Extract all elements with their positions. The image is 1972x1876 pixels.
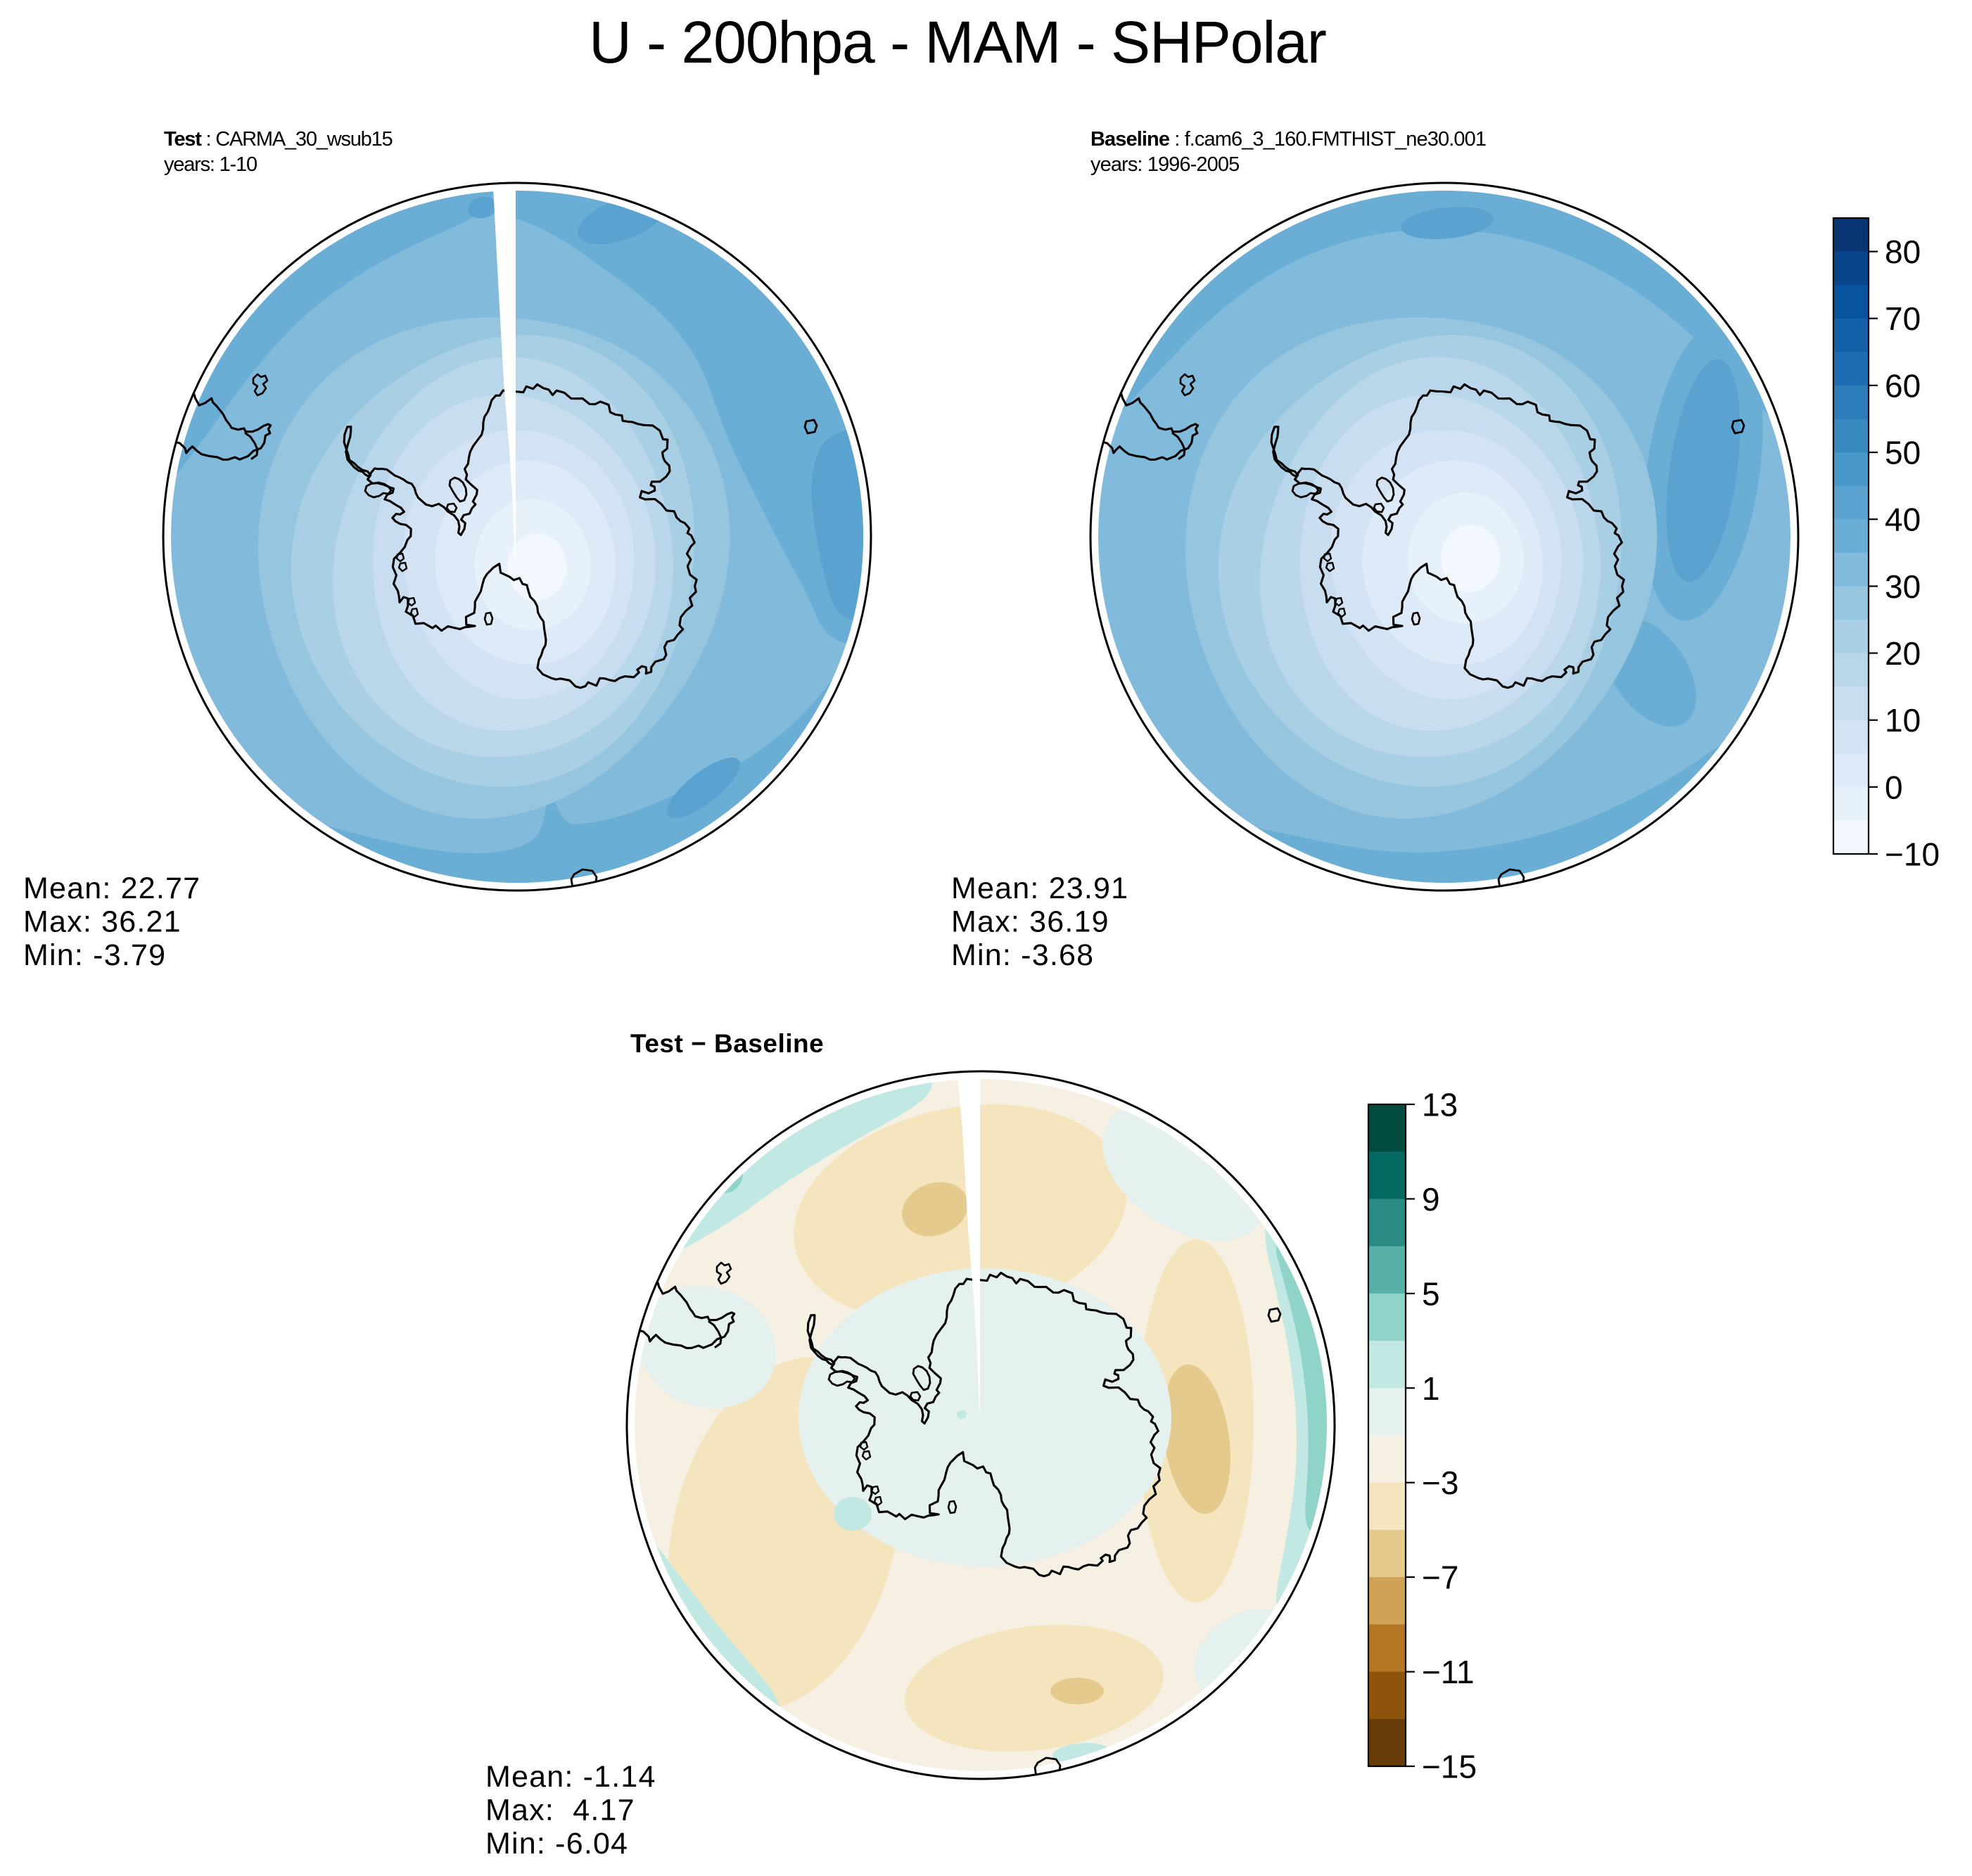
svg-text:−10: −10 bbox=[1885, 836, 1940, 873]
svg-text:years: 1996-2005: years: 1996-2005 bbox=[1090, 153, 1239, 176]
svg-text:20: 20 bbox=[1885, 635, 1921, 672]
svg-text:years: 1-10: years: 1-10 bbox=[164, 153, 257, 176]
svg-text:80: 80 bbox=[1885, 234, 1921, 270]
svg-text:Min: -6.04: Min: -6.04 bbox=[485, 1827, 628, 1861]
svg-text:−3: −3 bbox=[1422, 1465, 1458, 1501]
svg-text:Max: 36.19: Max: 36.19 bbox=[951, 905, 1109, 939]
svg-text:Mean: 23.91: Mean: 23.91 bbox=[951, 872, 1128, 905]
svg-text:Mean: 22.77: Mean: 22.77 bbox=[23, 872, 201, 905]
svg-text:−15: −15 bbox=[1422, 1749, 1477, 1785]
svg-text:5: 5 bbox=[1422, 1275, 1440, 1312]
svg-text:60: 60 bbox=[1885, 367, 1921, 404]
svg-text:U - 200hpa - MAM - SHPolar: U - 200hpa - MAM - SHPolar bbox=[589, 9, 1326, 75]
svg-text:Min: -3.79: Min: -3.79 bbox=[23, 938, 166, 972]
svg-text:Min: -3.68: Min: -3.68 bbox=[951, 938, 1094, 972]
svg-text:70: 70 bbox=[1885, 300, 1921, 337]
svg-text:9: 9 bbox=[1422, 1181, 1440, 1218]
svg-text:Max: 4.17: Max: 4.17 bbox=[485, 1794, 635, 1827]
svg-text:Test : CARMA_30_wsub15: Test : CARMA_30_wsub15 bbox=[164, 128, 393, 151]
svg-text:Baseline : f.cam6_3_160.FMTHIS: Baseline : f.cam6_3_160.FMTHIST_ne30.001 bbox=[1090, 128, 1486, 151]
svg-text:−7: −7 bbox=[1422, 1559, 1458, 1596]
svg-text:30: 30 bbox=[1885, 568, 1921, 605]
svg-text:10: 10 bbox=[1885, 702, 1921, 739]
svg-text:1: 1 bbox=[1422, 1370, 1440, 1407]
svg-text:50: 50 bbox=[1885, 435, 1921, 471]
svg-text:Test − Baseline: Test − Baseline bbox=[630, 1029, 824, 1058]
svg-text:40: 40 bbox=[1885, 502, 1921, 538]
svg-text:0: 0 bbox=[1885, 769, 1903, 805]
svg-text:Mean: -1.14: Mean: -1.14 bbox=[485, 1760, 656, 1794]
svg-text:13: 13 bbox=[1422, 1087, 1458, 1123]
svg-text:Max: 36.21: Max: 36.21 bbox=[23, 905, 182, 939]
svg-text:−11: −11 bbox=[1422, 1654, 1475, 1690]
